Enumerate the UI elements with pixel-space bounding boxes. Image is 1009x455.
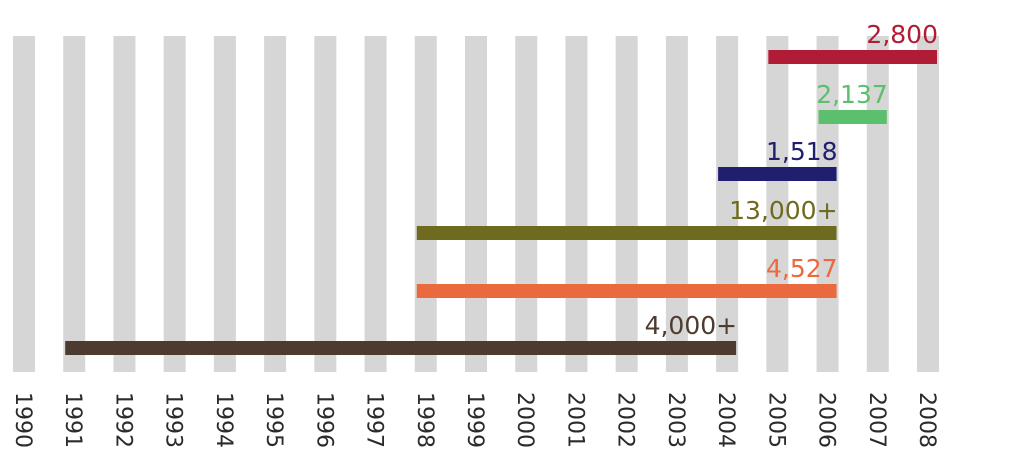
x-tick-label: 2003 (663, 392, 688, 448)
value-label-6: 4,000+ (645, 311, 738, 340)
value-label-5: 4,527 (766, 254, 838, 283)
grid-stripe-1997 (364, 36, 387, 372)
grid-stripe-2008 (917, 36, 939, 372)
grid-stripe-1994 (213, 36, 236, 372)
x-tick-label: 1991 (60, 392, 85, 448)
grid-stripe-1990 (13, 36, 35, 372)
x-tick-label: 2002 (613, 392, 638, 448)
value-label-1: 2,800 (866, 20, 938, 49)
grid-stripe-1999 (465, 36, 487, 372)
grid-stripe-1993 (163, 36, 186, 372)
x-tick-label: 1996 (311, 392, 336, 448)
grid-stripe-2002 (615, 36, 638, 372)
x-tick-label: 1995 (261, 392, 286, 448)
value-label-3: 1,518 (766, 137, 838, 166)
range-bar-6 (65, 341, 737, 355)
value-label-2: 2,137 (816, 80, 888, 109)
x-tick-label: 1992 (110, 392, 135, 448)
x-tick-label: 1998 (412, 392, 437, 448)
grid-stripe-1996 (314, 36, 337, 372)
x-tick-label: 1997 (362, 392, 387, 448)
grid-stripe-1998 (414, 36, 437, 372)
x-tick-label: 1999 (462, 392, 487, 448)
x-tick-label: 1990 (10, 392, 35, 448)
x-tick-label: 2001 (562, 392, 587, 448)
value-label-4: 13,000+ (729, 196, 837, 225)
grid-stripe-1995 (264, 36, 287, 372)
x-tick-label: 2000 (512, 392, 537, 448)
range-bar-3 (718, 167, 837, 181)
x-tick-label: 1994 (211, 392, 236, 448)
range-bar-2 (818, 110, 887, 124)
x-tick-label: 2008 (914, 392, 939, 448)
grid-stripe-1991 (63, 36, 86, 372)
range-bar-4 (416, 226, 837, 240)
grid-stripe-2001 (565, 36, 588, 372)
x-tick-label: 2007 (864, 392, 889, 448)
grid-stripe-2000 (515, 36, 538, 372)
range-bar-1 (768, 50, 937, 64)
range-bar-5 (416, 284, 837, 298)
x-tick-label: 2006 (814, 392, 839, 448)
x-tick-label: 1993 (161, 392, 186, 448)
x-tick-label: 2005 (763, 392, 788, 448)
x-tick-label: 2004 (713, 392, 738, 448)
grid-stripe-1992 (113, 36, 136, 372)
